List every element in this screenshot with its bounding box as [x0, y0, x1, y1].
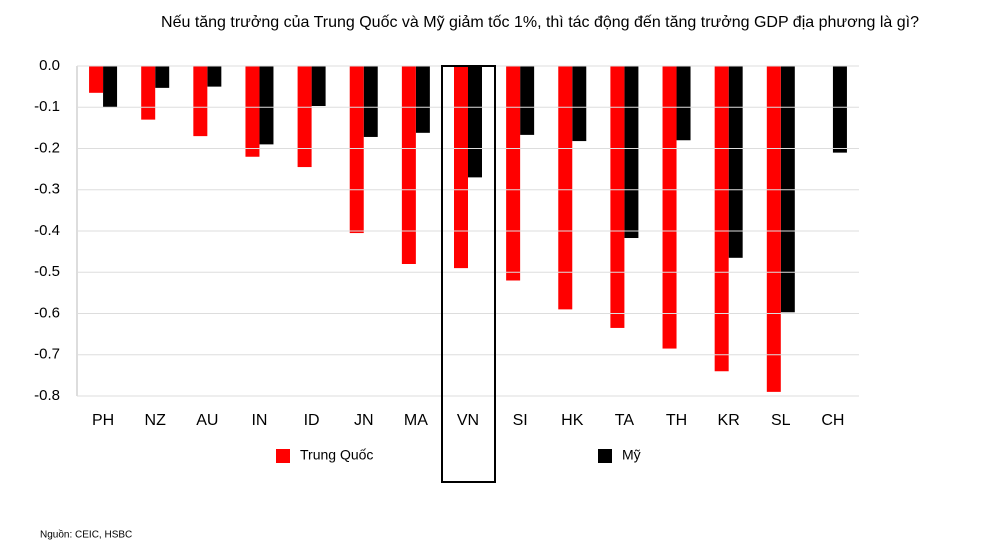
- bar: [572, 66, 587, 142]
- y-tick-label: -0.4: [34, 222, 60, 239]
- bar: [207, 66, 222, 87]
- bar: [245, 66, 260, 157]
- bar: [415, 66, 430, 133]
- bar: [155, 66, 170, 88]
- x-tick-label: MA: [404, 412, 428, 429]
- x-tick-label: CH: [821, 412, 844, 429]
- bar: [520, 66, 535, 135]
- x-tick-label: JN: [354, 412, 374, 429]
- bar: [311, 66, 326, 107]
- legend-label: Mỹ: [622, 447, 641, 463]
- source-note: Nguồn: CEIC, HSBC: [40, 529, 132, 541]
- bar: [468, 66, 482, 178]
- x-tick-label: KR: [718, 412, 740, 429]
- bar: [610, 66, 625, 328]
- bar: [558, 66, 573, 310]
- bar: [454, 66, 468, 269]
- x-tick-label: NZ: [145, 412, 167, 429]
- bar: [676, 66, 691, 141]
- legend-label: Trung Quốc: [300, 447, 373, 463]
- x-tick-label: TH: [666, 412, 687, 429]
- x-tick-label: AU: [196, 412, 218, 429]
- bar: [349, 66, 364, 234]
- y-tick-label: -0.2: [34, 139, 60, 156]
- bar: [259, 66, 274, 145]
- bar: [193, 66, 208, 137]
- bar: [401, 66, 416, 264]
- y-tick-label: -0.8: [34, 387, 60, 404]
- x-tick-label: HK: [561, 412, 584, 429]
- bar: [624, 66, 639, 239]
- x-tick-label: VN: [457, 412, 479, 429]
- bar: [297, 66, 312, 168]
- y-tick-label: -0.3: [34, 181, 60, 198]
- y-tick-label: -0.5: [34, 263, 60, 280]
- y-tick-label: 0.0: [39, 57, 60, 74]
- highlight-box: [441, 65, 496, 483]
- bar: [714, 66, 729, 372]
- bar: [141, 66, 156, 120]
- bar: [766, 66, 781, 392]
- chart-title: Nếu tăng trưởng của Trung Quốc và Mỹ giả…: [161, 14, 919, 31]
- x-tick-label: TA: [615, 412, 635, 429]
- bar: [363, 66, 378, 137]
- y-tick-label: -0.7: [34, 346, 60, 363]
- x-tick-label: ID: [304, 412, 320, 429]
- bar: [728, 66, 743, 258]
- y-tick-label: -0.1: [34, 98, 60, 115]
- x-tick-label: IN: [251, 412, 267, 429]
- bar: [89, 66, 104, 93]
- x-tick-label: SI: [513, 412, 528, 429]
- bar: [662, 66, 677, 349]
- legend-swatch: [276, 449, 290, 463]
- y-tick-label: -0.6: [34, 304, 60, 321]
- x-tick-label: PH: [92, 412, 114, 429]
- x-tick-label: SL: [771, 412, 791, 429]
- bar: [103, 66, 118, 108]
- bar: [506, 66, 521, 281]
- legend-swatch: [598, 449, 612, 463]
- bar: [832, 66, 847, 153]
- bar: [780, 66, 795, 313]
